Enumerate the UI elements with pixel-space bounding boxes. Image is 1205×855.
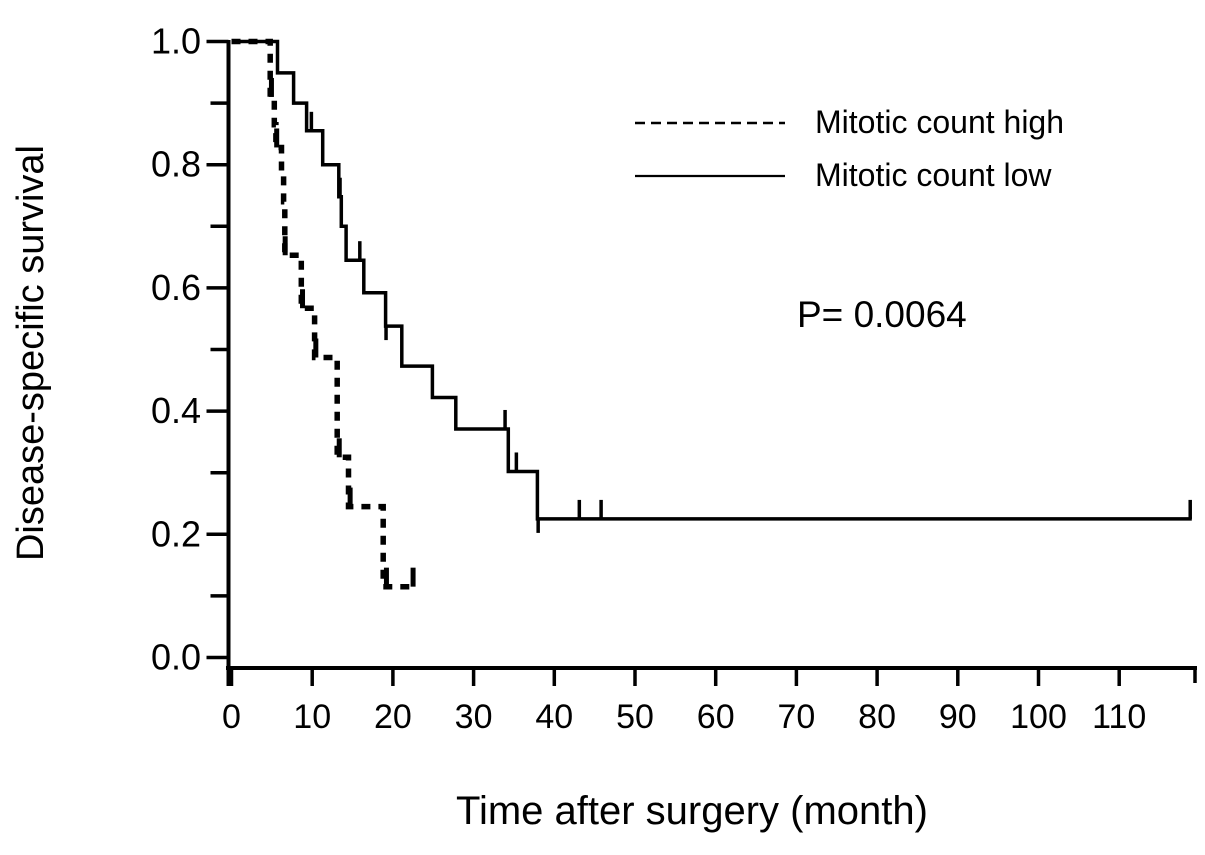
x-tick-label: 100 xyxy=(1010,698,1067,736)
x-tick-label: 70 xyxy=(777,698,815,736)
x-tick-label: 60 xyxy=(697,698,735,736)
survival-curve-low-solid xyxy=(231,39,1192,521)
p-value-annotation: P= 0.0064 xyxy=(797,294,967,335)
legend-item-mitotic-count-low: Mitotic count low xyxy=(633,157,1052,194)
y-tick-label: 0.0 xyxy=(151,637,201,678)
x-tick-label: 30 xyxy=(455,698,493,736)
x-tick-label: 0 xyxy=(222,698,241,736)
legend-item-mitotic-count-high: Mitotic count high xyxy=(633,104,1064,141)
x-axis-title: Time after surgery (month) xyxy=(456,789,928,833)
legend-label-high: Mitotic count high xyxy=(815,104,1065,140)
x-tick-label: 20 xyxy=(374,698,412,736)
legend-solid-line-sample xyxy=(633,172,787,180)
x-tick-label: 10 xyxy=(293,698,331,736)
y-axis-title: Disease-specific survival xyxy=(10,145,52,562)
x-tick-label: 110 xyxy=(1092,698,1146,736)
survival-curve-high-dashed xyxy=(231,38,418,590)
x-tick-label: 80 xyxy=(858,698,896,736)
x-tick-label: 50 xyxy=(616,698,654,736)
y-tick-label: 0.8 xyxy=(151,144,201,185)
y-tick-label: 0.6 xyxy=(151,267,201,308)
y-tick-label: 0.2 xyxy=(151,513,201,554)
x-tick-label: 40 xyxy=(535,698,573,736)
y-tick-label: 0.4 xyxy=(151,390,201,431)
legend-label-low: Mitotic count low xyxy=(815,157,1052,193)
x-tick-label: 90 xyxy=(939,698,977,736)
legend-dashed-line-sample xyxy=(633,119,787,127)
y-tick-label: 1.0 xyxy=(151,21,201,62)
